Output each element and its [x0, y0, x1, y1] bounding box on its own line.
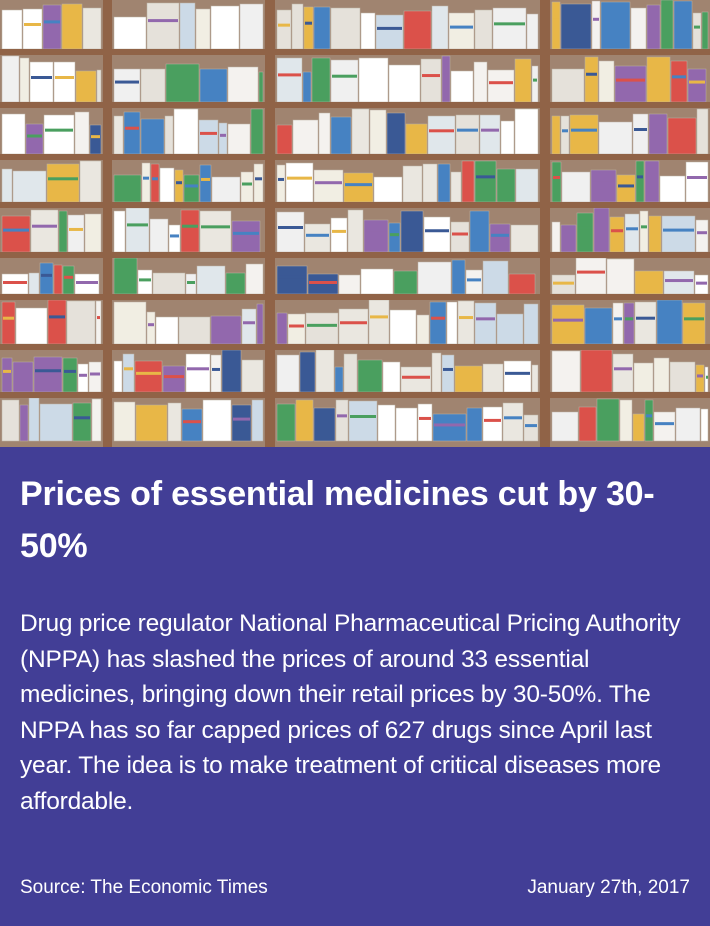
source-credit: Source: The Economic Times	[20, 877, 268, 898]
headline: Prices of essential medicines cut by 30-…	[20, 475, 655, 565]
footer: Source: The Economic Times January 27th,…	[20, 876, 690, 900]
publish-date: January 27th, 2017	[527, 877, 690, 898]
pharmacy-shelves-photo	[0, 0, 710, 447]
article-body: Drug price regulator National Pharmaceut…	[20, 610, 681, 815]
